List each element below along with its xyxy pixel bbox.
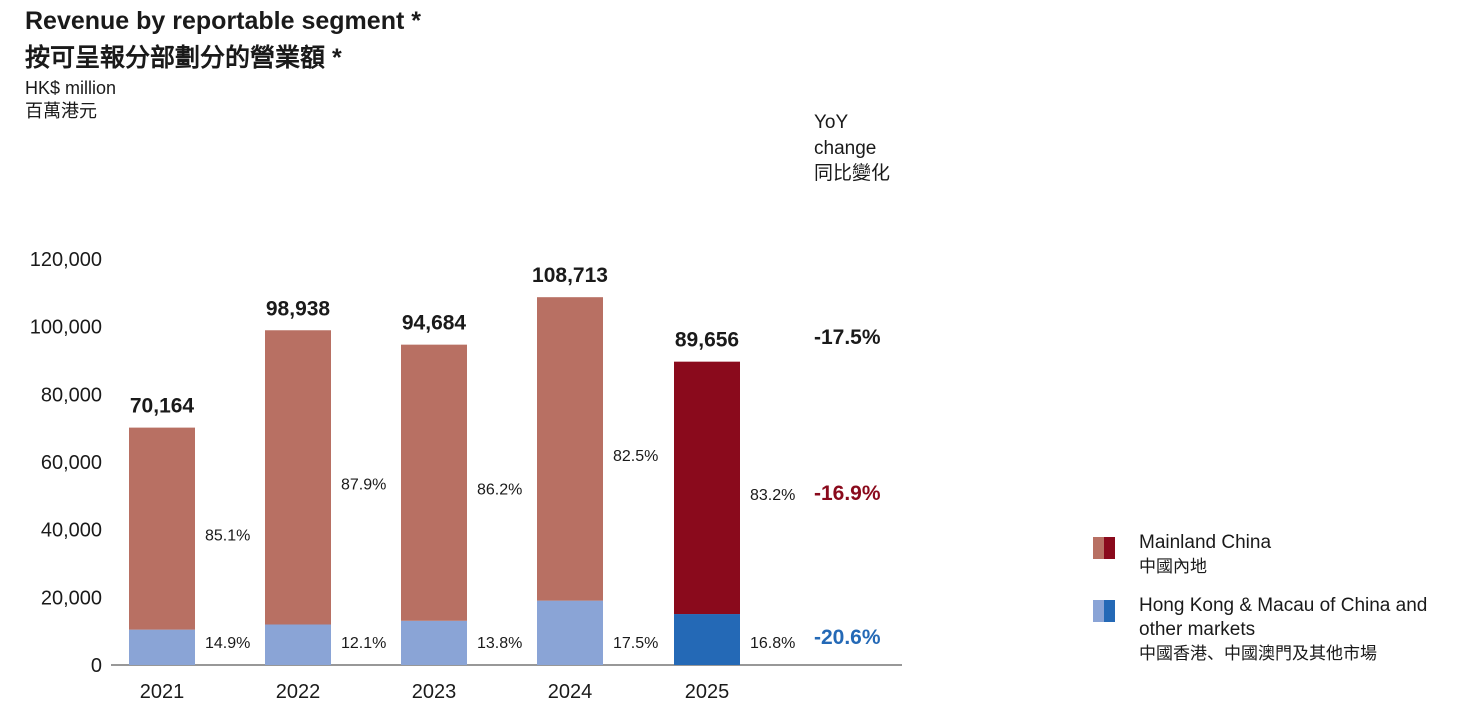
pct-label-mainland-2023: 86.2% <box>477 482 522 499</box>
total-label-2025: 89,656 <box>675 329 739 352</box>
total-label-2024: 108,713 <box>532 264 608 287</box>
bar-hk-2022 <box>265 624 331 665</box>
pct-label-hk-2025: 16.8% <box>750 635 795 652</box>
bar-hk-2021 <box>129 629 195 665</box>
y-tick-label-100000: 100,000 <box>30 317 102 339</box>
legend-swatch-mainland <box>1093 537 1115 559</box>
legend-label-hk-en: Hong Kong & Macau of China and other mar… <box>1139 595 1428 640</box>
pct-label-mainland-2025: 83.2% <box>750 487 795 504</box>
unit-label-en: HK$ million <box>25 78 117 98</box>
y-tick-label-40000: 40,000 <box>41 520 102 542</box>
pct-label-hk-2022: 12.1% <box>341 635 386 652</box>
pct-label-hk-2023: 13.8% <box>477 635 522 652</box>
unit-label-zh: 百萬港元 <box>25 101 97 121</box>
legend-label-mainland-zh: 中國內地 <box>1139 557 1207 576</box>
x-tick-label-2021: 2021 <box>140 681 185 703</box>
x-tick-label-2022: 2022 <box>276 681 321 703</box>
legend-label-mainland-en: Mainland China <box>1139 532 1272 553</box>
total-label-2023: 94,684 <box>402 312 467 335</box>
pct-label-hk-2021: 14.9% <box>205 635 250 652</box>
yoy-total: -17.5% <box>814 326 881 349</box>
x-tick-label-2024: 2024 <box>548 681 593 703</box>
pct-label-mainland-2024: 82.5% <box>613 448 658 465</box>
legend-swatch-hk <box>1093 600 1115 622</box>
bar-hk-2024 <box>537 600 603 665</box>
bar-hk-2023 <box>401 620 467 665</box>
bar-mainland-2025 <box>674 361 740 615</box>
bar-mainland-2022 <box>265 330 331 625</box>
x-tick-label-2025: 2025 <box>685 681 730 703</box>
yoy-header-line3: 同比變化 <box>814 163 891 184</box>
bar-hk-2025 <box>674 614 740 665</box>
pct-label-hk-2024: 17.5% <box>613 635 658 652</box>
pct-label-mainland-2022: 87.9% <box>341 476 386 493</box>
x-tick-label-2023: 2023 <box>412 681 457 703</box>
bar-mainland-2021 <box>129 427 195 630</box>
y-tick-label-20000: 20,000 <box>41 587 102 609</box>
total-label-2021: 70,164 <box>130 395 195 418</box>
y-tick-label-80000: 80,000 <box>41 384 102 406</box>
total-label-2022: 98,938 <box>266 297 331 320</box>
yoy-hk: -20.6% <box>814 626 881 649</box>
bar-mainland-2023 <box>401 344 467 621</box>
y-tick-label-120000: 120,000 <box>30 249 102 271</box>
yoy-header-line1: YoY <box>814 112 849 133</box>
yoy-mainland: -16.9% <box>814 482 881 505</box>
chart-title-en: Revenue by reportable segment * <box>25 7 421 35</box>
pct-label-mainland-2021: 85.1% <box>205 528 250 545</box>
legend-label-hk-zh: 中國香港、中國澳門及其他市場 <box>1139 644 1377 663</box>
yoy-header-line2: change <box>814 138 877 159</box>
chart-title-zh: 按可呈報分部劃分的營業額 * <box>25 44 342 72</box>
y-tick-label-0: 0 <box>91 655 102 677</box>
bar-mainland-2024 <box>537 297 603 601</box>
y-tick-label-60000: 60,000 <box>41 452 102 474</box>
